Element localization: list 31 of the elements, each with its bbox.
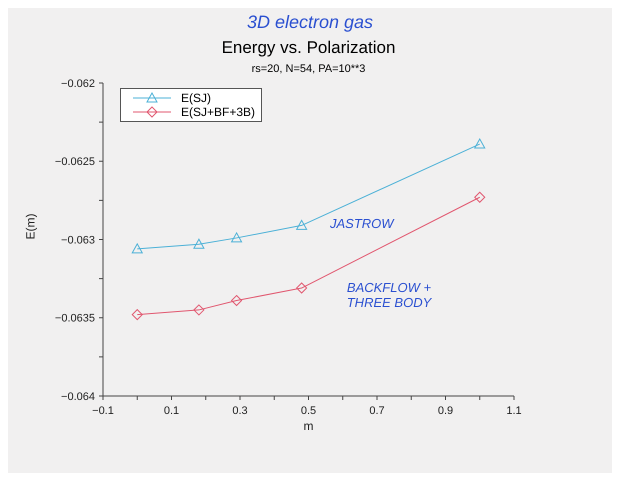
x-tick-label: 1.1 xyxy=(506,404,522,417)
annotation: BACKFLOW + THREE BODY xyxy=(346,280,433,310)
x-tick-label: 0.3 xyxy=(232,404,248,417)
point xyxy=(132,243,143,254)
chart-title: Energy vs. Polarization xyxy=(220,38,396,58)
chart-subtitle: rs=20, N=54, PA=10**3 xyxy=(250,63,366,75)
point xyxy=(474,192,486,203)
y-tick-label: −0.063 xyxy=(61,234,95,246)
y-tick-label: −0.062 xyxy=(61,78,95,90)
x-tick-label: 0.7 xyxy=(369,404,385,417)
y-tick-label: −0.064 xyxy=(61,390,95,403)
x-tick-label: 0.1 xyxy=(164,404,180,417)
point xyxy=(474,138,486,149)
y-tick-label: −0.0635 xyxy=(54,312,95,325)
point xyxy=(231,295,242,306)
point xyxy=(231,232,242,242)
annotation: JASTROW xyxy=(330,216,394,231)
x-axis-title: m xyxy=(304,419,314,433)
y-tick-label: −0.0625 xyxy=(54,156,95,168)
point xyxy=(296,282,308,294)
legend-label: E(SJ+BF+3B) xyxy=(181,105,256,119)
point xyxy=(193,304,204,316)
point xyxy=(296,220,308,230)
y-axis-title: E(m) xyxy=(23,214,38,240)
point xyxy=(132,309,143,320)
text: 3D electron gas xyxy=(246,12,374,33)
x-tick-label: 0.9 xyxy=(438,404,454,417)
legend-label: E(SJ) xyxy=(181,91,211,105)
x-tick-label: 0.5 xyxy=(300,404,316,417)
x-tick-label: −0.1 xyxy=(92,404,114,417)
point xyxy=(193,238,204,249)
